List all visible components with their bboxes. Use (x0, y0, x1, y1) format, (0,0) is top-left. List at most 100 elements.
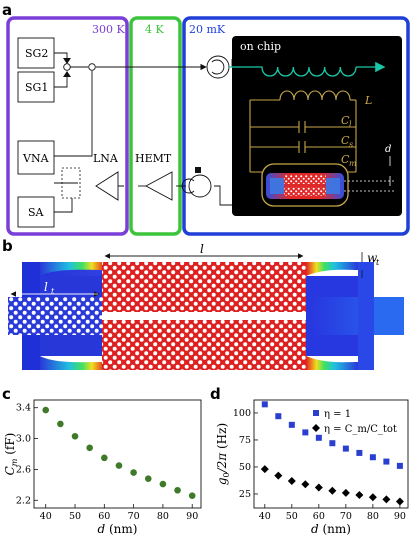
data-point-diamond (328, 486, 337, 495)
box-300k (6, 16, 129, 236)
cap-cs-label: C (341, 134, 350, 147)
data-point-square (315, 434, 322, 441)
data-point-square (369, 454, 376, 461)
panel-label-a: a (2, 1, 12, 19)
y-tick-label: 3.4 (16, 403, 31, 414)
lna-amplifier (95, 171, 119, 201)
chip-device (261, 163, 396, 207)
y-tick-label: 50 (239, 462, 251, 473)
x-tick-label: 90 (186, 511, 198, 522)
cap-cs-sub: s (349, 140, 353, 149)
legend-label-eta1: η = 1 (324, 409, 351, 420)
width-wt-label: w (367, 251, 378, 265)
data-point (159, 480, 167, 488)
y-tick-label: 3.0 (16, 434, 31, 445)
circulator (206, 55, 230, 79)
x-tick-label: 50 (286, 511, 298, 522)
width-wt-sub: t (376, 258, 380, 267)
x-tick-label: 70 (340, 511, 352, 522)
splitter (61, 167, 81, 199)
combiner-node (63, 63, 71, 71)
data-point (101, 454, 108, 462)
vna-box (17, 140, 55, 175)
y-axis-label: Cm (fF) (3, 433, 19, 476)
legend-marker-square (313, 410, 319, 416)
lna-label: LNA (93, 152, 119, 165)
cap-cm-label: C (341, 153, 350, 166)
x-tick-label: 70 (128, 511, 140, 522)
chip-panel (232, 36, 402, 216)
box-4k (129, 16, 182, 236)
data-point-square (275, 413, 282, 420)
length-lt-label: l (44, 280, 48, 294)
data-point-diamond (301, 480, 310, 489)
panel-label-b: b (2, 237, 13, 255)
data-point-diamond (368, 493, 377, 502)
arrow-head-sg2 (63, 58, 71, 64)
data-point (71, 432, 79, 440)
y-tick-label: 2.2 (16, 495, 31, 506)
on-chip-label: on chip (240, 40, 281, 53)
y-tick-label: 75 (239, 435, 251, 446)
data-point (42, 406, 50, 414)
x-axis-label: d (nm) (311, 522, 351, 536)
data-point-diamond (395, 497, 404, 506)
sa-box (17, 196, 55, 228)
x-tick-label: 60 (313, 511, 325, 522)
lc-circuit (249, 90, 357, 173)
data-point-diamond (287, 477, 296, 485)
data-point (188, 492, 196, 499)
length-lt-sub: t (51, 287, 55, 296)
y-tick-label: 100 (233, 408, 251, 419)
isolator (188, 174, 212, 198)
inductor-label: L (364, 94, 372, 107)
data-point-diamond (314, 483, 323, 492)
data-point-diamond (274, 471, 283, 480)
data-point-diamond (382, 495, 391, 504)
data-point (144, 475, 152, 482)
plot-frame (33, 399, 202, 509)
label-4k: 4 K (145, 23, 164, 36)
length-l-label: l (200, 242, 204, 256)
data-point-square (329, 440, 336, 447)
data-point-diamond (355, 491, 364, 500)
x-tick-label: 60 (98, 511, 110, 522)
chart-d: 40 50 60 70 80 90 25 50 75 100 d (nm) g0/2π (Hz) η =… (215, 399, 409, 536)
label-300k: 300 K (92, 23, 125, 36)
data-point (115, 462, 123, 469)
sg1-label: SG1 (25, 81, 48, 94)
y-tick-label: 2.6 (16, 464, 31, 475)
x-tick-label: 80 (157, 511, 169, 522)
data-point (57, 420, 64, 428)
hemt-label: HEMT (135, 152, 172, 165)
box-20mk (182, 16, 410, 236)
sg1-box (17, 71, 55, 103)
data-point-square (383, 458, 390, 465)
data-point-square (396, 462, 403, 469)
legend-label-eta-ratio: η = C_m/C_tot (324, 424, 397, 435)
data-point (86, 444, 93, 452)
vna-label: VNA (22, 152, 50, 165)
cap-cl-label: C (341, 114, 350, 127)
chart-c: 40 50 60 70 80 90 2.2 2.6 3.0 3.4 d (nm) Cm (fF) (3, 399, 202, 536)
arrow-head-sg1 (63, 71, 71, 77)
x-tick-label: 90 (394, 511, 406, 522)
data-point-square (356, 449, 363, 456)
cap-cl-sub: l (349, 120, 352, 129)
coupler-node (88, 63, 96, 71)
sa-label: SA (28, 206, 45, 219)
y-axis-label: g0/2π (Hz) (215, 423, 231, 485)
data-point (130, 469, 137, 476)
data-point-square (342, 445, 349, 452)
isolator-termination (195, 167, 201, 173)
x-tick-label: 50 (69, 511, 81, 522)
cap-cm-sub: m (349, 159, 357, 168)
x-tick-label: 40 (259, 511, 271, 522)
data-point-square (302, 429, 309, 436)
plot-frame (253, 399, 409, 509)
feedline-coil (240, 66, 357, 77)
data-point (174, 486, 181, 494)
circulator-arrow (211, 59, 225, 75)
panel-label-c: c (2, 385, 11, 403)
sg2-label: SG2 (25, 47, 48, 60)
